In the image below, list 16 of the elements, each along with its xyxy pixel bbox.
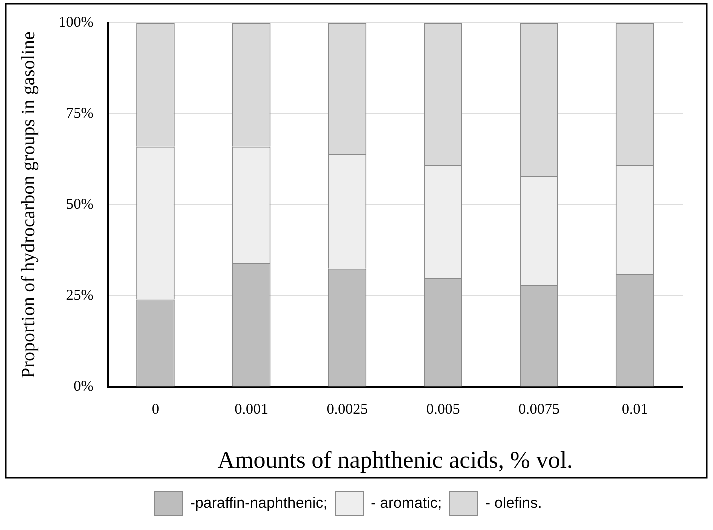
y-tick-label: 25% <box>66 288 94 304</box>
y-tick-label: 0% <box>74 379 94 396</box>
x-tick-label: 0.005 <box>426 402 460 418</box>
y-tick-label: 75% <box>66 106 94 122</box>
y-tick-label: 50% <box>66 197 94 214</box>
legend-label: - aromatic; <box>371 495 442 512</box>
x-tick-label: 0.0075 <box>518 402 560 418</box>
x-tick-label: 0 <box>152 402 160 418</box>
x-tick-label: 0.001 <box>234 402 268 418</box>
legend-label: - olefins. <box>485 495 542 512</box>
x-tick-label: 0.0025 <box>326 402 368 418</box>
x-axis-title: Amounts of naphthenic acids, % vol. <box>218 448 574 474</box>
legend-label: -paraffin-naphthenic; <box>190 495 328 512</box>
y-axis-title: Proportion of hydrocarbon groups in gasoline <box>18 32 40 378</box>
y-tick-label: 100% <box>58 14 94 31</box>
x-tick-label: 0.01 <box>622 402 648 418</box>
